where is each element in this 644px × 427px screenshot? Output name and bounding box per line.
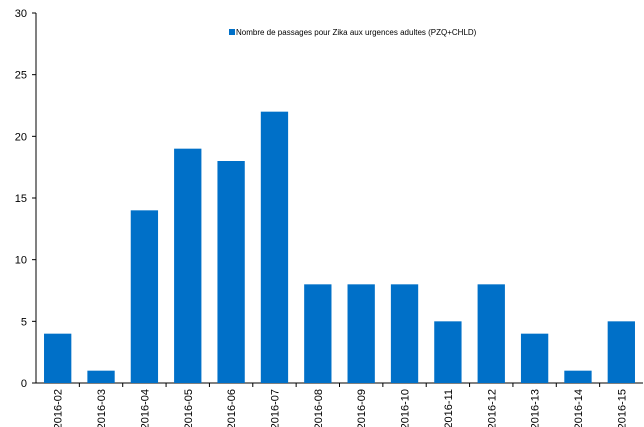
bar-2016-10 — [390, 284, 419, 383]
x-tick-label: 2016-10 — [400, 389, 412, 427]
y-tick-label: 30 — [15, 8, 27, 20]
x-tick-label: 2016-02 — [53, 389, 65, 427]
y-axis: 0 5 10 15 20 25 30 — [15, 8, 37, 390]
x-tick-label: 2016-13 — [530, 389, 542, 427]
x-tick-label: 2016-05 — [183, 389, 195, 427]
x-axis: 2016-02 2016-03 2016-04 2016-05 2016-06 2016-… — [36, 382, 643, 427]
bar-2016-13 — [520, 333, 549, 383]
legend-swatch — [229, 29, 235, 35]
bar-2016-06 — [217, 161, 245, 383]
x-tick-label: 2016-06 — [226, 389, 238, 427]
x-tick-label: 2016-12 — [486, 389, 498, 427]
bar-2016-03 — [87, 370, 115, 383]
y-tick-label: 0 — [21, 378, 27, 390]
bar-2016-07 — [260, 111, 289, 384]
x-tick-label: 2016-14 — [573, 389, 585, 427]
y-tick-label: 25 — [15, 70, 27, 82]
bar-2016-02 — [44, 333, 72, 383]
bar-2016-09 — [347, 284, 375, 383]
legend: Nombre de passages pour Zika aux urgence… — [229, 28, 477, 37]
y-tick-label: 10 — [15, 255, 27, 267]
x-tick-label: 2016-08 — [313, 389, 325, 427]
bar-2016-12 — [477, 284, 505, 383]
bar-2016-15 — [607, 321, 635, 383]
bar-2016-14 — [564, 370, 592, 383]
bar-2016-04 — [130, 210, 159, 383]
x-tick-label: 2016-09 — [356, 389, 368, 427]
x-tick-label: 2016-15 — [616, 389, 628, 427]
bar-2016-08 — [304, 284, 332, 383]
x-tick-label: 2016-04 — [139, 389, 151, 427]
y-tick-label: 20 — [15, 131, 27, 143]
y-tick-label: 5 — [21, 316, 27, 328]
legend-label: Nombre de passages pour Zika aux urgence… — [236, 28, 477, 37]
bar-2016-05 — [174, 148, 202, 383]
bar-2016-11 — [434, 321, 462, 383]
x-tick-label: 2016-03 — [96, 389, 108, 427]
x-tick-label: 2016-11 — [443, 389, 455, 427]
x-tick-label: 2016-07 — [269, 389, 281, 427]
y-tick-label: 15 — [15, 193, 27, 205]
bar-series — [44, 111, 635, 384]
